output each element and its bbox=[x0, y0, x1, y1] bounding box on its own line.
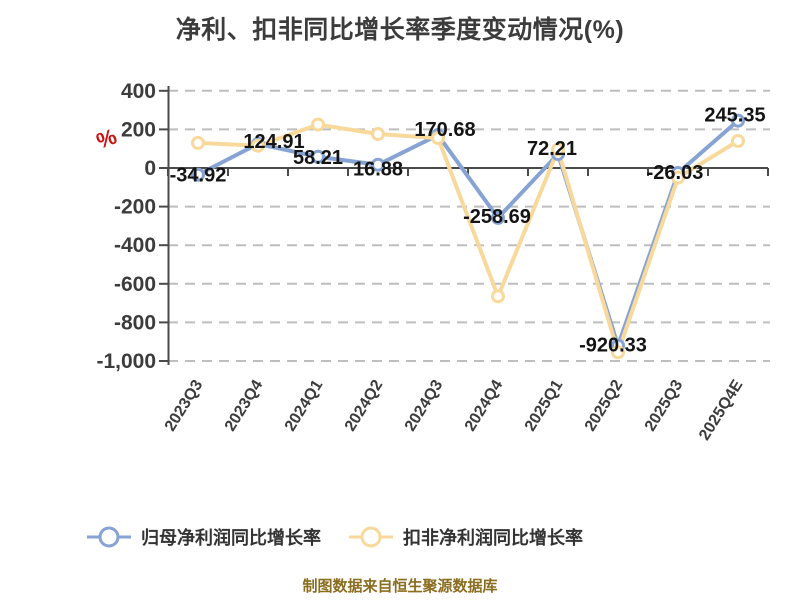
deducted-legend-marker-icon bbox=[349, 526, 393, 548]
y-tick-label: -600 bbox=[114, 273, 156, 296]
data-value-label: 16.88 bbox=[353, 159, 403, 181]
legend-item-net-profit: 归母净利润同比增长率 bbox=[86, 522, 321, 552]
data-value-label: 245.35 bbox=[704, 105, 765, 127]
chart-title: 净利、扣非同比增长率季度变动情况(%) bbox=[175, 16, 625, 44]
x-tick-label: 2024Q3 bbox=[402, 377, 447, 434]
data-value-label: -34.92 bbox=[170, 165, 227, 187]
x-tick-label: 2023Q4 bbox=[222, 377, 267, 434]
legend-label-net-profit: 归母净利润同比增长率 bbox=[141, 528, 321, 548]
deducted-profit-point-marker bbox=[251, 138, 265, 153]
net-profit-point-marker bbox=[371, 157, 385, 172]
y-tick-label: -200 bbox=[114, 196, 156, 219]
x-tick-label: 2023Q3 bbox=[162, 377, 207, 434]
legend-label-deducted: 扣非净利润同比增长率 bbox=[403, 528, 583, 548]
deducted-profit-point-marker bbox=[731, 133, 745, 148]
deducted-profit-point-marker bbox=[551, 142, 565, 157]
x-tick-label: 2025Q4E bbox=[696, 377, 746, 444]
deducted-profit-point-marker bbox=[191, 135, 205, 150]
deducted-profit-point-marker bbox=[491, 289, 505, 304]
legend-item-deducted: 扣非净利润同比增长率 bbox=[348, 522, 583, 552]
net-profit-legend-marker-icon bbox=[87, 526, 131, 548]
net-profit-point-marker bbox=[191, 167, 205, 182]
data-value-label: 58.21 bbox=[293, 147, 343, 169]
x-tick-label: 2024Q1 bbox=[282, 377, 327, 434]
deducted-profit-point-marker bbox=[431, 131, 445, 146]
y-tick-label: -1,000 bbox=[96, 350, 156, 373]
data-value-label: 170.68 bbox=[414, 119, 475, 141]
y-axis-unit-label: % bbox=[93, 123, 120, 153]
data-value-label: 124.91 bbox=[243, 131, 304, 153]
data-value-label: 72.21 bbox=[527, 138, 577, 160]
x-tick-label: 2025Q2 bbox=[582, 377, 627, 434]
net-profit-point-marker bbox=[311, 149, 325, 164]
deducted-profit-point-marker bbox=[371, 127, 385, 142]
y-tick-label: -800 bbox=[114, 311, 156, 334]
x-tick-label: 2025Q1 bbox=[522, 377, 567, 434]
y-tick-label: 400 bbox=[121, 80, 156, 103]
chart-legend: 归母净利润同比增长率 扣非净利润同比增长率 bbox=[0, 522, 800, 552]
deducted-profit-line bbox=[196, 122, 740, 355]
data-value-label: -258.69 bbox=[463, 206, 531, 228]
x-tick-label: 2024Q2 bbox=[342, 377, 387, 434]
y-tick-label: -400 bbox=[114, 234, 156, 257]
deducted-profit-point-marker bbox=[311, 117, 325, 132]
x-tick-label: 2025Q3 bbox=[642, 377, 687, 434]
data-value-label: -26.03 bbox=[647, 162, 704, 184]
data-value-label: -920.33 bbox=[579, 335, 647, 357]
deducted-profit-point-marker bbox=[671, 170, 685, 185]
net-profit-point-marker bbox=[731, 113, 745, 128]
data-source-note: 制图数据来自恒生聚源数据库 bbox=[302, 578, 498, 595]
x-tick-label: 2024Q4 bbox=[462, 377, 507, 434]
y-tick-label: 200 bbox=[121, 118, 156, 141]
deducted-profit-point-marker bbox=[611, 345, 625, 360]
y-tick-label: 0 bbox=[144, 157, 156, 180]
net-profit-point-marker bbox=[491, 210, 505, 225]
